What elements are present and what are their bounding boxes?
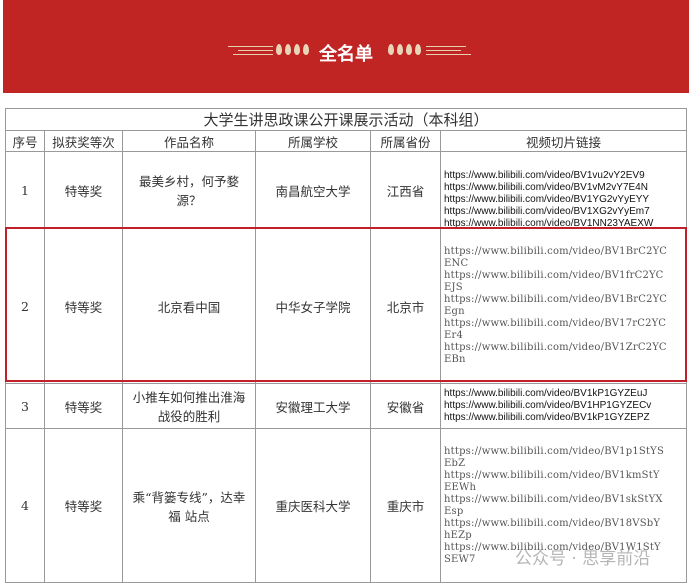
row-award: 特等奖 xyxy=(44,383,123,429)
video-link[interactable]: https://www.bilibili.com/video/BV1HP1GYZ… xyxy=(444,400,652,411)
table-title: 大学生讲思政课公开课展示活动（本科组） xyxy=(4,108,688,131)
video-link[interactable]: https://www.bilibili.com/video/BV1W1StYS… xyxy=(444,541,661,565)
row-school: 重庆医科大学 xyxy=(255,428,371,583)
video-link[interactable]: https://www.bilibili.com/video/BV1vu2vY2… xyxy=(444,170,645,181)
row-no: 4 xyxy=(5,428,45,583)
row-work: 最美乡村，何予婺源？ xyxy=(122,151,256,229)
row-province: 北京市 xyxy=(370,228,441,384)
header-no: 序号 xyxy=(5,130,45,152)
video-link[interactable]: https://www.bilibili.com/video/BV1YG2vYy… xyxy=(444,194,650,205)
award-table: 大学生讲思政课公开课展示活动（本科组） 序号 拟获奖等次 作品名称 所属学校 所… xyxy=(4,108,688,583)
video-link[interactable]: https://www.bilibili.com/video/BV1kP1GYZ… xyxy=(444,388,648,399)
video-link[interactable]: https://www.bilibili.com/video/BV1ZrC2YC… xyxy=(444,342,667,365)
row-work: 小推车如何推出淮海战役的胜利 xyxy=(122,383,256,429)
video-link[interactable]: https://www.bilibili.com/video/BV1BrC2YC… xyxy=(444,246,668,269)
video-link[interactable]: https://www.bilibili.com/video/BV1frC2YC… xyxy=(444,270,664,293)
row-work: 乘“背篓专线”，达幸福 站点 xyxy=(122,428,256,583)
video-link[interactable]: https://www.bilibili.com/video/BV1p1StYS… xyxy=(444,445,665,469)
video-link[interactable]: https://www.bilibili.com/video/BV1NN23YA… xyxy=(444,218,654,228)
row-award: 特等奖 xyxy=(44,428,123,583)
row-school: 中华女子学院 xyxy=(255,228,371,384)
video-link[interactable]: https://www.bilibili.com/video/BV1XG2vYy… xyxy=(444,206,650,217)
row-links: https://www.bilibili.com/video/BV1kP1GYZ… xyxy=(439,383,688,429)
row-province: 江西省 xyxy=(370,151,441,229)
table-row: 3 特等奖 小推车如何推出淮海战役的胜利 安徽理工大学 安徽省 https://… xyxy=(5,383,688,429)
row-province: 重庆市 xyxy=(370,428,441,583)
table-row: 1 特等奖 最美乡村，何予婺源？ 南昌航空大学 江西省 https://www.… xyxy=(5,151,688,229)
video-link[interactable]: https://www.bilibili.com/video/BV17rC2YC… xyxy=(444,318,667,341)
row-no: 1 xyxy=(5,151,45,229)
row-school: 南昌航空大学 xyxy=(255,151,371,229)
row-award: 特等奖 xyxy=(44,151,123,229)
header-links: 视频切片链接 xyxy=(439,130,688,152)
row-province: 安徽省 xyxy=(370,383,441,429)
video-link[interactable]: https://www.bilibili.com/video/BV1kP1GYZ… xyxy=(444,412,650,423)
table-row: 4 特等奖 乘“背篓专线”，达幸福 站点 重庆医科大学 重庆市 https://… xyxy=(5,428,688,583)
banner-title: 全名单 xyxy=(319,44,373,65)
table-header-row: 序号 拟获奖等次 作品名称 所属学校 所属省份 视频切片链接 xyxy=(5,130,688,152)
header-banner: 全名单 xyxy=(3,0,689,93)
video-link[interactable]: https://www.bilibili.com/video/BV18VSbYh… xyxy=(444,517,661,541)
row-work: 北京看中国 xyxy=(122,228,256,384)
header-school: 所属学校 xyxy=(255,130,371,152)
video-link[interactable]: https://www.bilibili.com/video/BV1kmStYE… xyxy=(444,469,660,493)
header-province: 所属省份 xyxy=(370,130,441,152)
watermark: 公众号 · 思享前沿 xyxy=(515,549,651,569)
highlight-box xyxy=(5,227,687,382)
header-work: 作品名称 xyxy=(122,130,256,152)
video-link[interactable]: https://www.bilibili.com/video/BV1vM2vY7… xyxy=(444,182,648,193)
row-links: https://www.bilibili.com/video/BV1p1StYS… xyxy=(439,428,688,583)
row-no: 3 xyxy=(5,383,45,429)
row-award: 特等奖 xyxy=(44,228,123,384)
video-link[interactable]: https://www.bilibili.com/video/BV1BrC2YC… xyxy=(444,294,668,317)
video-link[interactable]: https://www.bilibili.com/video/BV1skStYX… xyxy=(444,493,663,517)
header-award: 拟获奖等次 xyxy=(44,130,123,152)
row-school: 安徽理工大学 xyxy=(255,383,371,429)
row-links: https://www.bilibili.com/video/BV1vu2vY2… xyxy=(439,151,688,229)
